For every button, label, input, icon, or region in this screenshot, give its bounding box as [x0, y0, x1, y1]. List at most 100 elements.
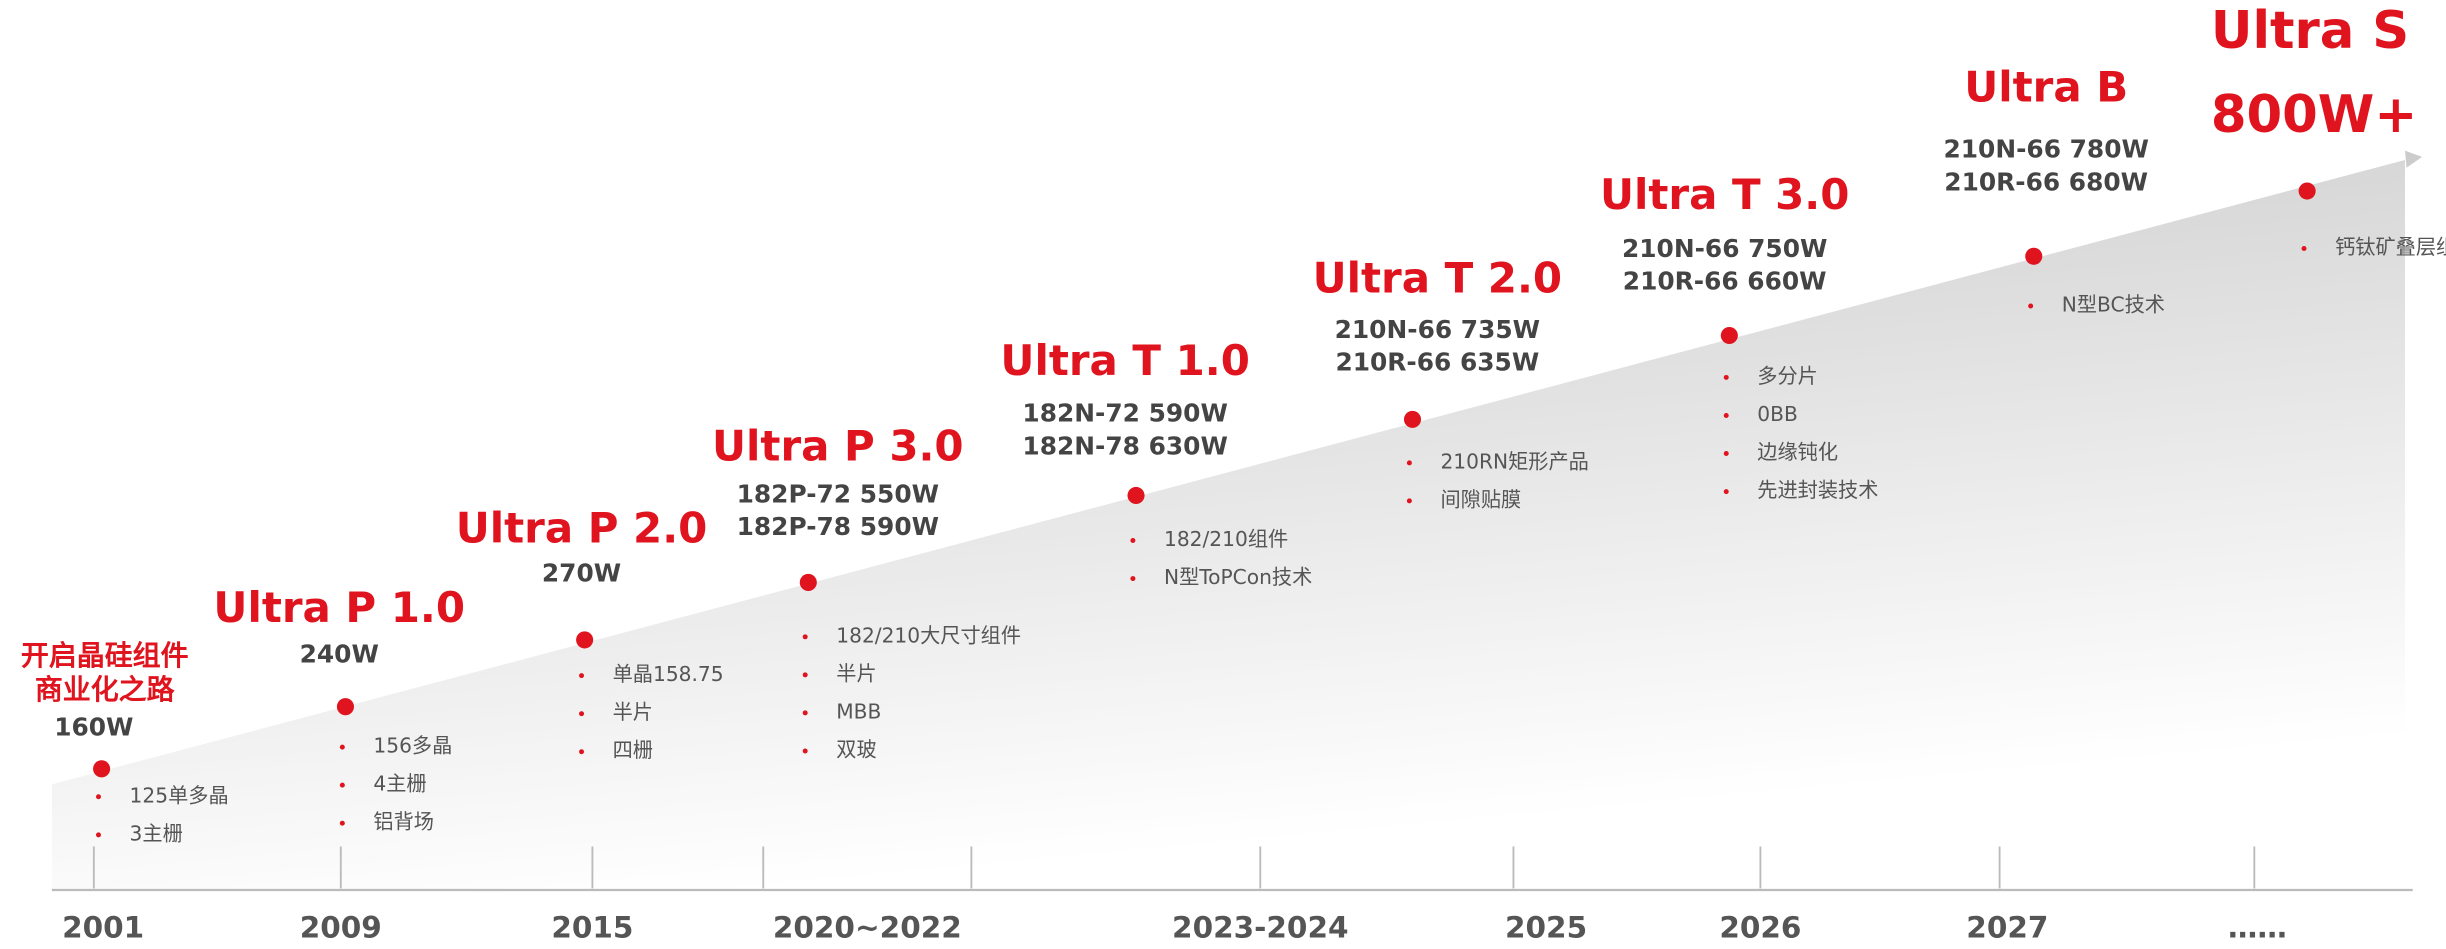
milestone-power: 210R-66 680W	[1944, 167, 2148, 196]
feature-bullet	[1723, 374, 1729, 380]
milestone-power: 182P-72 550W	[737, 479, 939, 508]
feature-bullet	[2301, 246, 2307, 251]
milestone: Ultra T 1.0 182N-72 590W 182N-78 630W 182/2…	[1000, 336, 1312, 589]
feature-text: 半片	[836, 661, 876, 685]
milestone-power: 240W	[300, 639, 379, 668]
milestone-title: Ultra T 3.0	[1600, 170, 1849, 219]
milestone-power: 210N-66 750W	[1622, 234, 1827, 263]
milestone-power: 800W+	[2211, 85, 2417, 145]
axis-label: 2025	[1505, 910, 1587, 944]
feature-bullet	[2028, 303, 2034, 309]
feature-text: 125单多晶	[130, 783, 229, 807]
feature-bullet	[339, 782, 345, 788]
feature-bullet	[802, 672, 808, 678]
feature-text: 双玻	[836, 737, 876, 761]
axis-label: 2023-2024	[1172, 910, 1348, 944]
growth-wedge	[51, 159, 2405, 890]
milestone-power: 210N-66 735W	[1335, 315, 1540, 344]
milestone-dot	[1127, 486, 1145, 505]
feature-bullet	[339, 744, 345, 750]
milestone-dot	[2298, 182, 2316, 200]
feature-bullet	[96, 832, 101, 838]
milestone-title: Ultra P 1.0	[213, 583, 465, 632]
milestone-power: 182P-78 590W	[737, 512, 939, 541]
feature-text: 四栅	[613, 738, 653, 762]
axis-label: 2020~2022	[773, 910, 962, 944]
axis-label: ……	[2228, 910, 2287, 944]
milestone: Ultra T 3.0 210N-66 750W 210R-66 660W 多分片 0B…	[1600, 170, 1878, 502]
feature-bullet	[1723, 412, 1729, 418]
feature-bullet	[579, 711, 585, 717]
feature-text: 单晶158.75	[613, 662, 724, 686]
feature-text: 4主栅	[373, 772, 426, 796]
milestone-dot	[1403, 410, 1422, 428]
feature-text: 边缘钝化	[1757, 440, 1838, 464]
arrow-head	[2404, 150, 2423, 168]
feature-bullet	[802, 634, 808, 640]
milestone: Ultra B 210N-66 780W 210R-66 680W N型BC技术	[1943, 63, 2165, 317]
axis-label: 2027	[1966, 910, 2048, 944]
milestone-power: 182N-72 590W	[1022, 399, 1227, 428]
feature-bullet	[96, 794, 101, 800]
feature-bullet	[1723, 451, 1729, 457]
milestone-title: Ultra T 2.0	[1313, 254, 1562, 303]
milestone: Ultra T 2.0 210N-66 735W 210R-66 635W 210RN…	[1313, 254, 1589, 512]
feature-text: 半片	[613, 700, 653, 724]
milestone-title: Ultra P 2.0	[456, 504, 708, 553]
milestone-power: 270W	[542, 559, 621, 588]
feature-text: 间隙贴膜	[1440, 487, 1521, 511]
milestone-power: 210N-66 780W	[1943, 135, 2148, 164]
milestone-power: 210R-66 635W	[1335, 347, 1539, 376]
milestone-dot	[576, 631, 594, 649]
milestone-dot	[799, 573, 817, 591]
axis-label: 2001	[62, 910, 144, 944]
milestone-title: Ultra P 3.0	[712, 421, 964, 470]
axis-label: 2015	[551, 910, 633, 944]
feature-bullet	[802, 748, 808, 754]
feature-bullet	[1723, 489, 1729, 495]
milestone-power: 210R-66 660W	[1623, 267, 1827, 296]
axis-label: 2026	[1719, 910, 1801, 944]
milestone-dot	[336, 698, 354, 716]
feature-text: 铝背场	[373, 810, 434, 834]
feature-text: 先进封装技术	[1757, 478, 1878, 502]
feature-bullet	[1406, 498, 1412, 504]
feature-bullet	[1130, 538, 1136, 543]
feature-text: MBB	[836, 699, 881, 723]
feature-text: 210RN矩形产品	[1440, 449, 1588, 473]
feature-bullet	[1406, 460, 1412, 466]
milestone-title: 商业化之路	[35, 673, 176, 706]
feature-text: 156多晶	[373, 734, 452, 758]
axis-label: 2009	[300, 910, 382, 944]
ticks: 2001 2009 2015 2020~2022 2023-2024 2025 2026 20…	[62, 846, 2287, 944]
milestone: Ultra P 3.0 182P-72 550W 182P-78 590W 182/2…	[712, 421, 1021, 761]
feature-text: N型ToPCon技术	[1164, 565, 1312, 589]
feature-text: 钙钛矿叠层组件	[2335, 235, 2446, 259]
feature-bullet	[802, 710, 808, 716]
feature-text: 0BB	[1757, 402, 1798, 426]
milestone: Ultra S 800W+ 钙钛矿叠层组件	[2211, 1, 2446, 259]
feature-text: 182/210大尺寸组件	[836, 623, 1021, 647]
milestone-dot	[2025, 247, 2043, 265]
milestone-title: Ultra T 1.0	[1000, 336, 1249, 385]
feature-bullet	[579, 749, 585, 755]
feature-text: 182/210组件	[1164, 527, 1288, 551]
milestone-power: 160W	[54, 712, 133, 741]
feature-text: N型BC技术	[2062, 292, 2165, 316]
feature-text: 3主栅	[130, 821, 183, 845]
feature-bullet	[339, 820, 345, 826]
feature-bullet	[1130, 576, 1136, 582]
feature-bullet	[579, 673, 585, 679]
milestone-dot	[1720, 326, 1738, 345]
milestone-dot	[93, 760, 111, 778]
feature-text: 多分片	[1757, 364, 1818, 388]
milestone-title: Ultra S	[2211, 1, 2409, 61]
milestone-title: Ultra B	[1964, 63, 2128, 112]
milestone-power: 182N-78 630W	[1022, 431, 1227, 460]
milestone-title: 开启晶硅组件	[21, 639, 189, 672]
